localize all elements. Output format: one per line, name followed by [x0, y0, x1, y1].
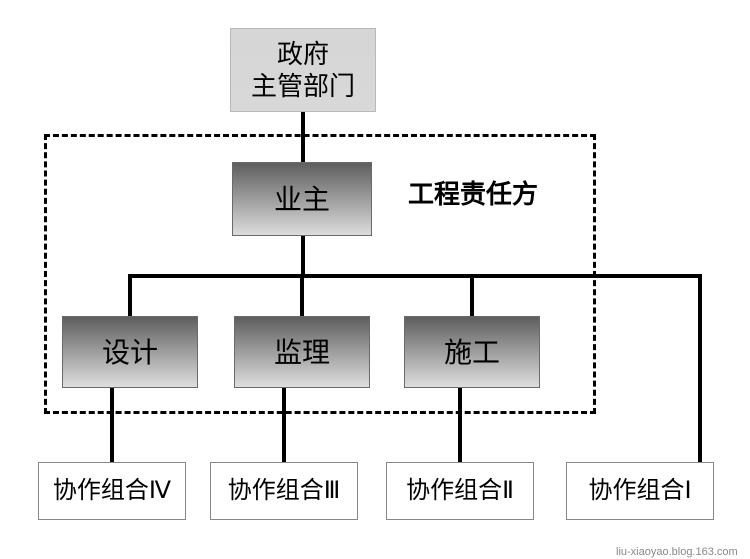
- node-coop-1: 协作组合Ⅰ: [566, 462, 714, 520]
- watermark-text: liu-xiaoyao.blog.163.com: [616, 546, 738, 558]
- responsibility-label-text: 工程责任方: [408, 174, 538, 211]
- node-supervise: 监理: [234, 316, 370, 388]
- node-coop-4: 协作组合Ⅳ: [38, 462, 186, 520]
- node-government-label: 政府主管部门: [251, 38, 355, 103]
- node-coop-1-label: 协作组合Ⅰ: [588, 476, 691, 506]
- node-supervise-label: 监理: [274, 335, 330, 370]
- node-construct: 施工: [404, 316, 540, 388]
- node-design: 设计: [62, 316, 198, 388]
- node-construct-label: 施工: [444, 335, 500, 370]
- node-government: 政府主管部门: [230, 28, 376, 112]
- diagram-stage: 工程责任方 政府主管部门 业主 设计 监理 施工 协作组合Ⅳ 协作组合Ⅲ 协作组…: [0, 0, 750, 559]
- responsibility-label: 工程责任方: [408, 174, 538, 211]
- node-coop-2: 协作组合Ⅱ: [386, 462, 534, 520]
- node-coop-4-label: 协作组合Ⅳ: [53, 476, 171, 506]
- node-owner: 业主: [232, 162, 372, 236]
- node-coop-2-label: 协作组合Ⅱ: [406, 476, 514, 506]
- node-coop-3-label: 协作组合Ⅲ: [228, 476, 341, 506]
- node-owner-label: 业主: [274, 182, 330, 217]
- node-design-label: 设计: [102, 335, 158, 370]
- node-coop-3: 协作组合Ⅲ: [210, 462, 358, 520]
